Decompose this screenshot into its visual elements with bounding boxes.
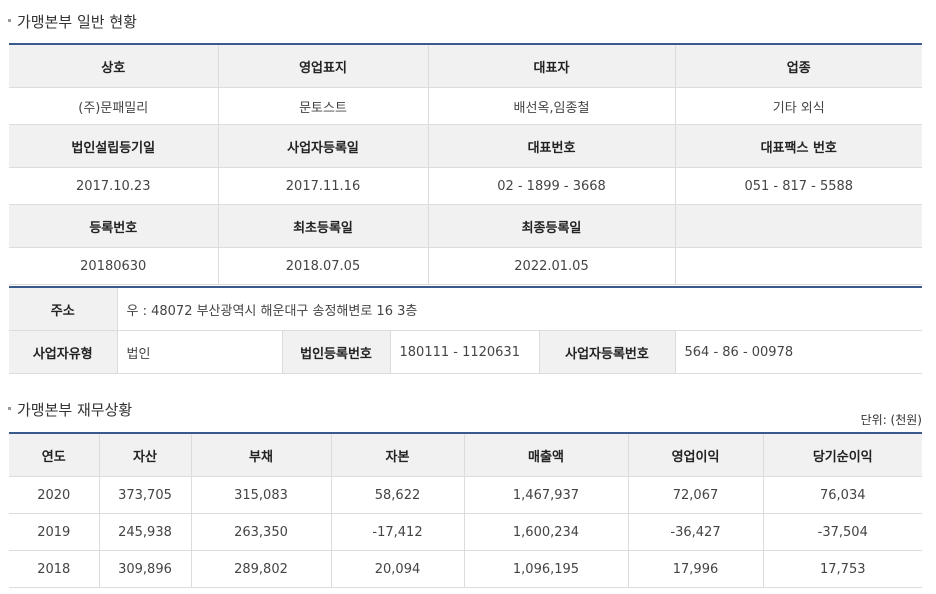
address-label: 주소 [9, 286, 118, 331]
finance-table: 연도 자산 부채 자본 매출액 영업이익 당기순이익 2020 373,705 … [9, 432, 922, 588]
unit-label: 단위: (천원) [860, 413, 922, 427]
biz-info-row: 사업자유형 법인 법인등록번호 180111 - 1120631 사업자등록번호… [9, 330, 923, 374]
assets-cell: 309,896 [98, 550, 192, 588]
assets-cell: 373,705 [98, 476, 192, 514]
header-registration-number: 등록번호 [9, 204, 219, 248]
biz-no-label: 사업자등록번호 [538, 330, 676, 374]
operating-profit-cell: -36,427 [627, 513, 764, 551]
biz-type-value: 법인 [116, 330, 283, 374]
empty-value [674, 247, 922, 285]
equity-cell: -17,412 [330, 513, 465, 551]
liabilities-cell: 263,350 [190, 513, 332, 551]
table-row: 20180630 2018.07.05 2022.01.05 [9, 247, 922, 285]
first-registration-date-value: 2018.07.05 [217, 247, 429, 285]
corp-no-label: 법인등록번호 [281, 330, 391, 374]
general-section-title: 가맹본부 일반 현황 [8, 11, 137, 32]
last-registration-date-value: 2022.01.05 [427, 247, 676, 285]
header-fax-number: 대표팩스 번호 [674, 124, 922, 168]
table-row: 2020 373,705 315,083 58,622 1,467,937 72… [9, 476, 922, 514]
header-brand-name: 영업표지 [217, 43, 429, 88]
header-representative: 대표자 [427, 43, 676, 88]
fax-number-value: 051 - 817 - 5588 [674, 167, 922, 205]
header-company-name: 상호 [9, 43, 219, 88]
biz-type-label: 사업자유형 [9, 330, 118, 374]
net-income-cell: 76,034 [762, 476, 922, 514]
header-main-phone: 대표번호 [427, 124, 676, 168]
header-equity: 자본 [330, 432, 465, 477]
header-liabilities: 부채 [190, 432, 332, 477]
header-net-income: 당기순이익 [762, 432, 922, 477]
industry-value: 기타 외식 [674, 87, 922, 125]
table-header-row: 상호 영업표지 대표자 업종 [9, 43, 922, 88]
biz-registration-date-value: 2017.11.16 [217, 167, 429, 205]
equity-cell: 58,622 [330, 476, 465, 514]
header-industry: 업종 [674, 43, 922, 88]
registration-number-value: 20180630 [9, 247, 219, 285]
header-revenue: 매출액 [463, 432, 629, 477]
year-cell: 2020 [9, 476, 100, 514]
title-bullet-icon [8, 407, 11, 410]
address-info-table: 주소 우 : 48072 부산광역시 해운대구 송정해변로 16 3층 사업자유… [9, 286, 923, 374]
header-operating-profit: 영업이익 [627, 432, 764, 477]
table-row: (주)문패밀리 문토스트 배선옥,임종철 기타 외식 [9, 87, 922, 125]
operating-profit-cell: 72,067 [627, 476, 764, 514]
table-header-row: 법인설립등기일 사업자등록일 대표번호 대표팩스 번호 [9, 124, 922, 168]
table-header-row: 등록번호 최초등록일 최종등록일 [9, 204, 922, 248]
liabilities-cell: 289,802 [190, 550, 332, 588]
net-income-cell: 17,753 [762, 550, 922, 588]
header-empty [674, 204, 922, 248]
brand-name-value: 문토스트 [217, 87, 429, 125]
header-year: 연도 [9, 432, 100, 477]
general-info-table: 상호 영업표지 대표자 업종 (주)문패밀리 문토스트 배선옥,임종철 기타 외… [9, 43, 922, 285]
equity-cell: 20,094 [330, 550, 465, 588]
table-row: 2019 245,938 263,350 -17,412 1,600,234 -… [9, 513, 922, 551]
address-value: 우 : 48072 부산광역시 해운대구 송정해변로 16 3층 [116, 286, 923, 331]
finance-header-row: 연도 자산 부채 자본 매출액 영업이익 당기순이익 [9, 432, 922, 477]
net-income-cell: -37,504 [762, 513, 922, 551]
general-title-text: 가맹본부 일반 현황 [17, 13, 137, 31]
title-bullet-icon [8, 19, 11, 22]
incorporation-date-value: 2017.10.23 [9, 167, 219, 205]
assets-cell: 245,938 [98, 513, 192, 551]
header-biz-registration-date: 사업자등록일 [217, 124, 429, 168]
header-last-registration-date: 최종등록일 [427, 204, 676, 248]
revenue-cell: 1,096,195 [463, 550, 629, 588]
revenue-cell: 1,600,234 [463, 513, 629, 551]
table-row: 2018 309,896 289,802 20,094 1,096,195 17… [9, 550, 922, 588]
representative-value: 배선옥,임종철 [427, 87, 676, 125]
main-phone-value: 02 - 1899 - 3668 [427, 167, 676, 205]
address-row: 주소 우 : 48072 부산광역시 해운대구 송정해변로 16 3층 [9, 286, 923, 331]
year-cell: 2018 [9, 550, 100, 588]
company-name-value: (주)문패밀리 [9, 87, 219, 125]
operating-profit-cell: 17,996 [627, 550, 764, 588]
corp-no-value: 180111 - 1120631 [389, 330, 540, 374]
liabilities-cell: 315,083 [190, 476, 332, 514]
header-first-registration-date: 최초등록일 [217, 204, 429, 248]
header-assets: 자산 [98, 432, 192, 477]
finance-section-title: 가맹본부 재무상황 [8, 399, 132, 420]
revenue-cell: 1,467,937 [463, 476, 629, 514]
year-cell: 2019 [9, 513, 100, 551]
finance-title-text: 가맹본부 재무상황 [17, 401, 133, 419]
biz-no-value: 564 - 86 - 00978 [674, 330, 923, 374]
table-row: 2017.10.23 2017.11.16 02 - 1899 - 3668 0… [9, 167, 922, 205]
header-incorporation-date: 법인설립등기일 [9, 124, 219, 168]
